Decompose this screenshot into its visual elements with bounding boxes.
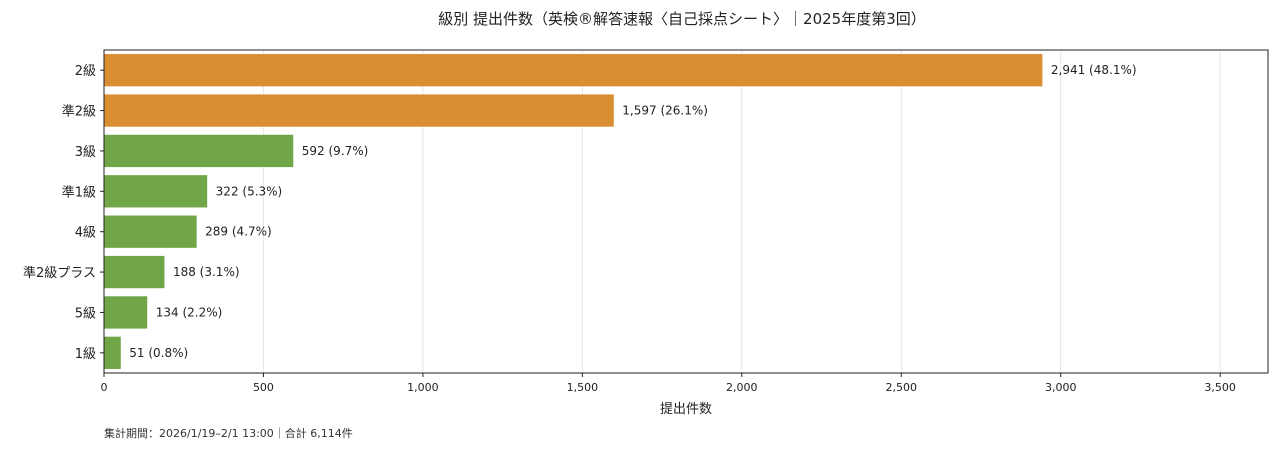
category-label: 1級 [75,347,96,362]
bar [104,175,208,208]
bar-value-label: 322 (5.3%) [216,184,283,198]
x-tick-label: 500 [253,381,274,394]
x-tick-label: 2,000 [726,381,758,394]
bar-value-label: 592 (9.7%) [302,144,369,158]
bar [104,215,197,248]
category-label: 3級 [75,145,96,160]
bar [104,255,165,289]
bar-value-label: 188 (3.1%) [173,265,240,279]
x-axis-label: 提出件数 [660,401,712,417]
bar [104,54,1043,87]
chart-title: 級別 提出件数（英検®解答速報〈自己採点シート〉｜2025年度第3回） [438,10,926,28]
x-axis: 0 500 1,000 1,500 2,000 2,500 3,000 3,500 [101,373,1236,394]
footnote: 集計期間：2026/1/19–2/1 13:00｜合計 6,114件 [104,426,353,440]
x-tick-label: 1,500 [567,381,599,394]
bar-value-label: 2,941 (48.1%) [1051,63,1137,77]
category-label: 4級 [75,226,96,241]
bar-value-label: 1,597 (26.1%) [622,104,708,118]
bar [104,134,294,168]
category-label: 2級 [75,64,96,79]
x-tick-label: 3,500 [1204,381,1236,394]
category-label: 準1級 [62,184,96,200]
bar-value-label: 51 (0.8%) [129,346,188,360]
category-label: 準2級プラス [23,265,96,281]
bars: 2,941 (48.1%) 1,597 (26.1%) 592 (9.7%) 322 … [104,54,1137,369]
category-label: 5級 [75,306,96,321]
bar [104,336,121,369]
bar-value-label: 289 (4.7%) [205,225,272,239]
x-tick-label: 3,000 [1045,381,1077,394]
bar [104,94,614,127]
x-tick-label: 0 [101,381,108,394]
bar [104,296,148,329]
bar-value-label: 134 (2.2%) [156,305,223,319]
category-label: 準2級 [62,104,96,120]
x-tick-label: 1,000 [407,381,439,394]
plot-frame [103,49,1269,374]
x-tick-label: 2,500 [886,381,918,394]
